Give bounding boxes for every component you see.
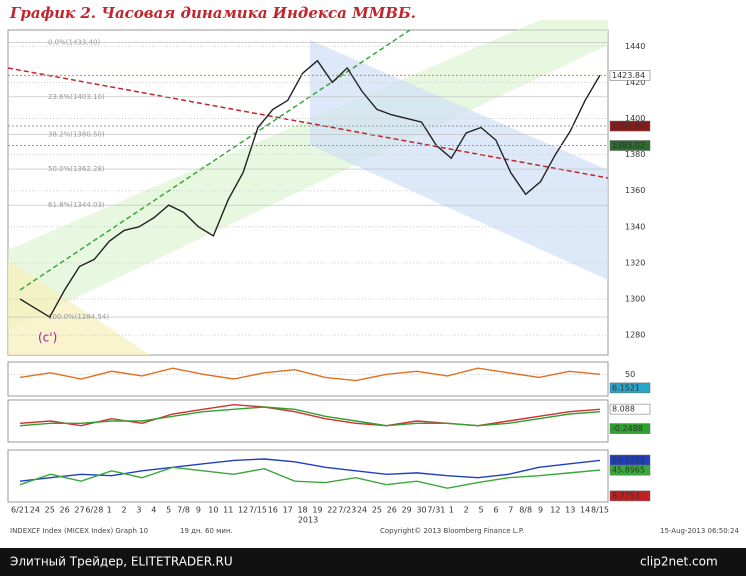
x-tick-label: 26 — [387, 506, 397, 515]
fib-label: 50.0%(1362.28) — [48, 165, 105, 173]
x-tick-label: 7/15 — [249, 506, 267, 515]
x-tick-label: 3 — [136, 506, 141, 515]
price-tag — [609, 140, 651, 151]
x-tick-label: 18 — [297, 506, 307, 515]
x-tick-label: 19 — [312, 506, 322, 515]
x-tick-label: 27 — [74, 506, 84, 515]
x-tick-label: 26 — [60, 506, 70, 515]
blue-channel — [310, 40, 608, 280]
x-tick-label: 5 — [166, 506, 171, 515]
x-tick-label: 10 — [208, 506, 218, 515]
series-line — [19, 466, 601, 489]
x-tick-label: 8/15 — [591, 506, 609, 515]
x-tick-label: 12 — [238, 506, 248, 515]
title: График 2. Часовая динамика Индекса ММВБ. — [9, 4, 416, 22]
price-tag — [609, 382, 651, 394]
x-tick-label: 1 — [107, 506, 112, 515]
x-tick-label: 6 — [493, 506, 498, 515]
price-label: 6.1521 — [612, 383, 640, 392]
x-tick-label: 7/8 — [177, 506, 190, 515]
x-tick-label: 29 — [402, 506, 412, 515]
price-label: 8.7753 — [612, 491, 640, 500]
x-tick-label: 6/21 — [11, 506, 29, 515]
fib-label: 0.0%(1433.40) — [48, 39, 100, 47]
x-tick-label: 24 — [30, 506, 40, 515]
x-tick-label: 7 — [508, 506, 513, 515]
fib-label: 38.2%(1380.50) — [48, 131, 105, 139]
y-tick-label: 50 — [625, 370, 635, 379]
x-tick-label: 4 — [151, 506, 156, 515]
x-tick-label: 2 — [122, 506, 127, 515]
x-tick-label: 25 — [372, 506, 382, 515]
y-tick-label: 1380 — [625, 150, 645, 159]
x-tick-label: 17 — [283, 506, 293, 515]
price-label: 8.088 — [612, 405, 635, 414]
y-tick-label: 1280 — [625, 331, 645, 340]
yellow-zone — [8, 260, 150, 355]
fib-label: 61.8%(1344.03) — [48, 201, 105, 209]
price-tag — [609, 403, 651, 415]
x-tick-label: 24 — [357, 506, 367, 515]
trend-line — [19, 29, 411, 291]
banner-text: clip2net.com — [640, 555, 718, 569]
green-channel — [8, 20, 608, 330]
banner-text: Элитный Трейдер, ELITETRADER.RU — [10, 555, 233, 569]
price-label: 1423.84 — [612, 71, 645, 80]
x-tick-label: 6/28 — [85, 506, 103, 515]
y-tick-label: 1420 — [625, 78, 645, 87]
price-tag — [609, 70, 651, 81]
x-tick-label: 5 — [478, 506, 483, 515]
x-tick-label: 16 — [268, 506, 278, 515]
year-label: 2013 — [298, 516, 318, 525]
series-line — [19, 458, 601, 482]
footer-text: 19 дн. 60 мин. — [180, 527, 233, 535]
banner — [0, 548, 746, 576]
series-line — [19, 406, 601, 427]
y-tick-label: 1320 — [625, 258, 645, 267]
x-tick-label: 12 — [550, 506, 560, 515]
price-label: 45.8965 — [612, 466, 645, 475]
y-tick-label: 1440 — [625, 42, 645, 51]
fib-label: 23.6%(1403.10) — [48, 93, 105, 101]
x-tick-label: 25 — [45, 506, 55, 515]
price-tag — [609, 490, 651, 502]
footer-text: Copyright© 2013 Bloomberg Finance L.P. — [380, 527, 524, 535]
fib-label: 100.0%(1284.54) — [48, 313, 109, 321]
x-tick-label: 8/8 — [519, 506, 532, 515]
y-tick-label: 1360 — [625, 186, 645, 195]
x-tick-label: 13 — [565, 506, 575, 515]
price-label: 60.5325 — [612, 456, 645, 465]
price-label: 1385.02 — [612, 141, 645, 150]
y-tick-label: 1340 — [625, 222, 645, 231]
x-tick-label: 7/31 — [427, 506, 445, 515]
x-tick-label: 7/23 — [338, 506, 356, 515]
panel-frame — [7, 361, 609, 397]
x-tick-label: 9 — [538, 506, 543, 515]
x-tick-label: 9 — [196, 506, 201, 515]
series-line — [19, 367, 601, 382]
annotation: (c') — [38, 331, 57, 345]
panel-frame — [7, 399, 609, 443]
trend-line — [7, 67, 609, 179]
price-label: -0.2488 — [612, 424, 643, 433]
x-tick-label: 11 — [223, 506, 233, 515]
y-tick-label: 1300 — [625, 295, 645, 304]
x-tick-label: 2 — [464, 506, 469, 515]
x-tick-label: 14 — [580, 506, 590, 515]
footer-text: INDEXCF Index (MICEX Index) Graph 10 — [10, 527, 148, 535]
price-tag — [609, 120, 651, 132]
series-line — [19, 59, 601, 319]
x-tick-label: 1 — [449, 506, 454, 515]
price-label: 1395.80 — [612, 122, 645, 131]
footer-text: 15-Aug-2013 06:50:24 — [660, 527, 739, 535]
price-tag — [609, 423, 651, 434]
x-tick-label: 30 — [416, 506, 426, 515]
price-tag — [609, 464, 651, 476]
y-tick-label: 1400 — [625, 114, 645, 123]
x-tick-label: 22 — [327, 506, 337, 515]
series-line — [19, 403, 601, 427]
